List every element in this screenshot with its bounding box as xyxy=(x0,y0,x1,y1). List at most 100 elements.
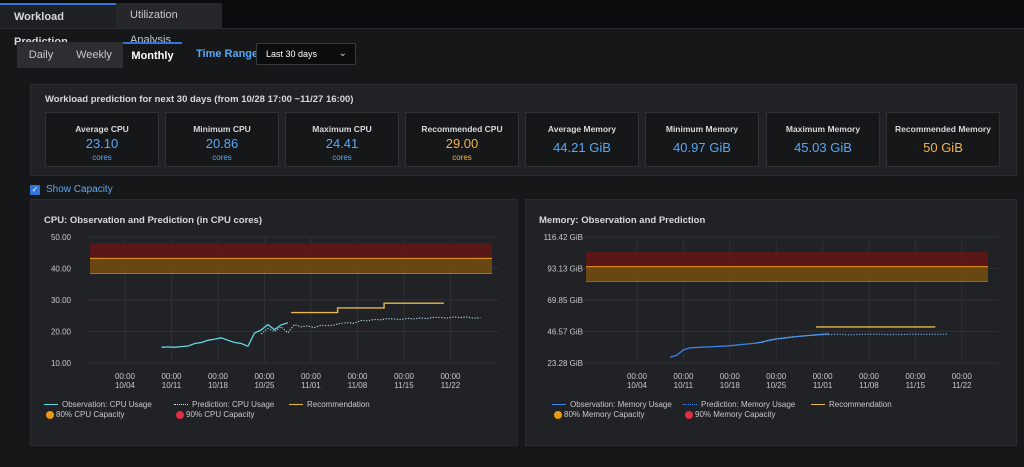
checkbox-checked-icon[interactable]: ✓ xyxy=(30,185,40,195)
x-tick-date: 10/18 xyxy=(208,381,229,390)
x-tick-time: 00:00 xyxy=(859,372,880,381)
legend-label: 80% Memory Capacity xyxy=(564,410,645,419)
circle-swatch-icon xyxy=(176,411,184,419)
series-line-observation xyxy=(161,322,289,348)
tab-monthly[interactable]: Monthly xyxy=(123,42,182,68)
legend-label: Recommendation xyxy=(829,400,892,409)
circle-swatch-icon xyxy=(46,411,54,419)
capacity-band-90 xyxy=(90,243,492,259)
line-swatch-icon xyxy=(552,404,566,405)
stat-value: 29.00 xyxy=(445,136,479,151)
y-tick-label: 23.28 GiB xyxy=(547,359,583,368)
stat-unit: cores xyxy=(332,153,352,162)
x-tick-date: 11/01 xyxy=(301,381,321,390)
y-tick-label: 30.00 xyxy=(51,296,72,305)
stat-label: Minimum Memory xyxy=(665,124,739,134)
x-tick-time: 00:00 xyxy=(673,372,694,381)
x-tick-time: 00:00 xyxy=(813,372,834,381)
y-tick-label: 50.00 xyxy=(51,233,72,242)
stat-card-maximum-cpu: Maximum CPU 24.41 cores xyxy=(285,112,399,167)
x-tick-date: 10/25 xyxy=(766,381,787,390)
stat-card-maximum-memory: Maximum Memory 45.03 GiB xyxy=(766,112,880,167)
x-tick-time: 00:00 xyxy=(161,372,182,381)
chevron-down-icon: ⌄ xyxy=(338,48,347,59)
legend-label: Recommendation xyxy=(307,400,370,409)
stat-label: Average CPU xyxy=(75,124,129,134)
stat-unit: cores xyxy=(452,153,472,162)
dotted-line-swatch-icon xyxy=(683,404,697,405)
time-range-value: Last 30 days xyxy=(266,49,318,59)
time-range-select[interactable]: Last 30 days ⌄ xyxy=(256,43,356,65)
line-swatch-icon xyxy=(44,404,58,405)
x-tick-time: 00:00 xyxy=(720,372,741,381)
series-line-recommendation xyxy=(291,302,444,314)
x-tick-date: 11/08 xyxy=(859,381,879,390)
stat-card-average-memory: Average Memory 44.21 GiB xyxy=(525,112,639,167)
x-tick-date: 11/22 xyxy=(441,381,461,390)
tab-daily[interactable]: Daily xyxy=(17,42,65,68)
stat-value: 44.21 GiB xyxy=(553,140,611,155)
top-tab-bar: Workload Prediction Utilization Analysis xyxy=(0,0,1024,48)
cpu-chart-panel: CPU: Observation and Prediction (in CPU … xyxy=(30,199,518,446)
x-tick-time: 00:00 xyxy=(301,372,322,381)
stat-unit: cores xyxy=(92,153,112,162)
y-tick-label: 69.85 GiB xyxy=(547,296,583,305)
series-line-observation xyxy=(669,332,830,358)
x-tick-time: 00:00 xyxy=(254,372,275,381)
x-tick-date: 11/08 xyxy=(348,381,368,390)
x-tick-time: 00:00 xyxy=(905,372,926,381)
x-tick-time: 00:00 xyxy=(394,372,415,381)
x-tick-date: 10/04 xyxy=(115,381,136,390)
tab-weekly[interactable]: Weekly xyxy=(65,42,123,68)
stat-label: Minimum CPU xyxy=(193,124,251,134)
legend-label: 80% CPU Capacity xyxy=(56,410,125,419)
x-tick-time: 00:00 xyxy=(208,372,229,381)
stat-value: 40.97 GiB xyxy=(673,140,731,155)
y-tick-label: 116.42 GiB xyxy=(544,233,583,242)
tab-utilization-analysis[interactable]: Utilization Analysis xyxy=(116,3,222,46)
memory-chart-title: Memory: Observation and Prediction xyxy=(539,215,706,226)
legend-label: 90% Memory Capacity xyxy=(695,410,776,419)
stat-card-minimum-cpu: Minimum CPU 20.86 cores xyxy=(165,112,279,167)
stat-label: Recommended Memory xyxy=(895,124,991,134)
stat-value: 45.03 GiB xyxy=(794,140,852,155)
x-tick-date: 10/04 xyxy=(627,381,648,390)
line-swatch-icon xyxy=(289,404,303,405)
stat-card-recommended-memory: Recommended Memory 50 GiB xyxy=(886,112,1000,167)
x-tick-time: 00:00 xyxy=(627,372,648,381)
stat-card-average-cpu: Average CPU 23.10 cores xyxy=(45,112,159,167)
legend-label: Prediction: Memory Usage xyxy=(701,400,796,409)
stat-label: Recommended CPU xyxy=(421,124,503,134)
capacity-band-80 xyxy=(90,258,492,274)
memory-chart-panel: Memory: Observation and Prediction 116.4… xyxy=(525,199,1017,446)
legend-label: 90% CPU Capacity xyxy=(186,410,255,419)
x-tick-date: 11/15 xyxy=(394,381,414,390)
summary-title: Workload prediction for next 30 days (fr… xyxy=(45,94,354,105)
cpu-chart-title: CPU: Observation and Prediction (in CPU … xyxy=(44,215,263,226)
stat-label: Average Memory xyxy=(547,124,617,134)
x-tick-date: 10/25 xyxy=(254,381,275,390)
y-tick-label: 93.13 GiB xyxy=(547,265,583,274)
legend-label: Observation: Memory Usage xyxy=(570,400,672,409)
time-range-label: Time Range xyxy=(196,48,259,60)
stat-value: 50 GiB xyxy=(923,140,963,155)
page-footer-strip xyxy=(0,452,1024,467)
stat-label: Maximum Memory xyxy=(785,124,861,134)
y-tick-label: 10.00 xyxy=(51,359,72,368)
line-swatch-icon xyxy=(811,404,825,405)
legend-label: Prediction: CPU Usage xyxy=(192,400,275,409)
x-tick-time: 00:00 xyxy=(440,372,461,381)
show-capacity-label: Show Capacity xyxy=(46,184,113,195)
circle-swatch-icon xyxy=(554,411,562,419)
x-tick-date: 11/01 xyxy=(813,381,833,390)
legend-label: Observation: CPU Usage xyxy=(62,400,152,409)
x-tick-time: 00:00 xyxy=(347,372,368,381)
stat-card-minimum-memory: Minimum Memory 40.97 GiB xyxy=(645,112,759,167)
x-tick-time: 00:00 xyxy=(952,372,973,381)
memory-chart: 116.42 GiB 93.13 GiB 69.85 GiB 46.57 GiB 23.… xyxy=(544,233,998,390)
x-tick-time: 00:00 xyxy=(766,372,787,381)
prediction-summary-panel: Workload prediction for next 30 days (fr… xyxy=(30,84,1017,176)
tab-workload-prediction[interactable]: Workload Prediction xyxy=(0,3,116,48)
stat-value: 20.86 xyxy=(205,136,239,151)
x-tick-date: 10/11 xyxy=(674,381,694,390)
